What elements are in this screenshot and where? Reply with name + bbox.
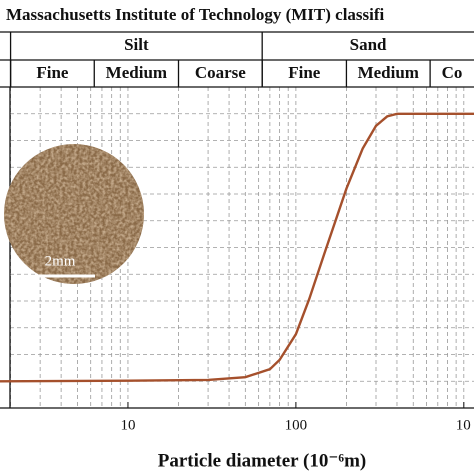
class-label: Sand (350, 35, 387, 54)
x-tick-label: 100 (285, 417, 308, 433)
class-label: Silt (124, 35, 149, 54)
x-tick-label: 10 (456, 417, 471, 433)
subclass-label: Fine (36, 63, 69, 82)
scale-label: 2mm (45, 253, 76, 269)
sample-photo (4, 144, 144, 284)
photo-grain (4, 144, 144, 284)
x-tick-label: 10 (120, 417, 135, 433)
subclass-label: Co (442, 63, 463, 82)
subclass-label: Coarse (195, 63, 246, 82)
curve (0, 112, 474, 383)
subclass-label: Medium (106, 63, 167, 82)
chart-title: Massachusetts Institute of Technology (M… (6, 5, 385, 24)
subclass-label: Fine (288, 63, 321, 82)
subclass-label: Medium (358, 63, 419, 82)
x-axis-label: Particle diameter (10⁻⁶m) (158, 450, 366, 471)
